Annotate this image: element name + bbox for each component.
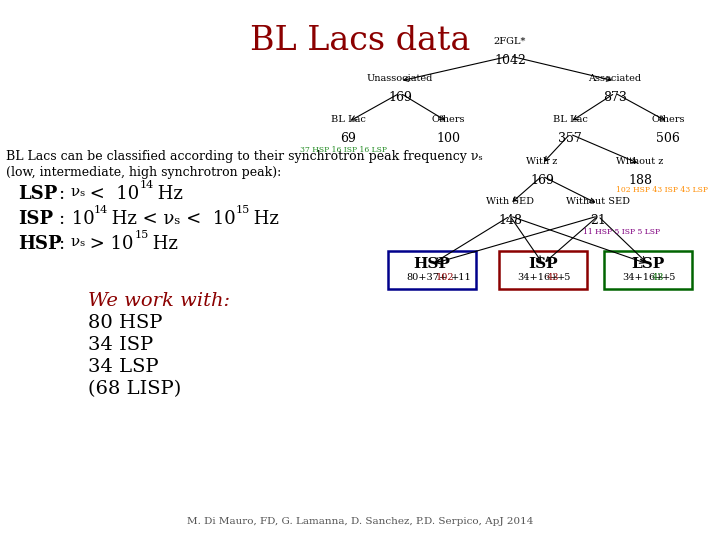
Text: 873: 873 bbox=[603, 91, 627, 104]
Text: (68 LISP): (68 LISP) bbox=[88, 380, 181, 398]
Text: HSP: HSP bbox=[18, 235, 62, 253]
Text: 102 HSP 43 ISP 43 LSP: 102 HSP 43 ISP 43 LSP bbox=[616, 186, 708, 194]
Text: <  10: < 10 bbox=[84, 185, 139, 203]
Text: (low, intermediate, high synchrotron peak):: (low, intermediate, high synchrotron pea… bbox=[6, 166, 282, 179]
Text: 11 HSP 5 ISP 5 LSP: 11 HSP 5 ISP 5 LSP bbox=[583, 228, 660, 236]
Text: :: : bbox=[58, 235, 64, 253]
Text: 10: 10 bbox=[66, 210, 95, 228]
Text: Hz: Hz bbox=[152, 185, 183, 203]
Text: 34 ISP: 34 ISP bbox=[88, 336, 153, 354]
Text: With SED: With SED bbox=[486, 197, 534, 206]
Text: 14: 14 bbox=[94, 205, 108, 215]
Text: Unassociated: Unassociated bbox=[366, 74, 433, 83]
Text: LSP: LSP bbox=[631, 257, 665, 271]
FancyBboxPatch shape bbox=[604, 251, 692, 289]
Text: BL Lacs data: BL Lacs data bbox=[250, 25, 470, 57]
Text: 148: 148 bbox=[498, 214, 522, 227]
Text: 1042: 1042 bbox=[494, 54, 526, 67]
Text: > 10: > 10 bbox=[84, 235, 133, 253]
Text: 43: 43 bbox=[652, 273, 665, 282]
Text: 34 LSP: 34 LSP bbox=[88, 358, 158, 376]
Text: M. Di Mauro, FD, G. Lamanna, D. Sanchez, P.D. Serpico, ApJ 2014: M. Di Mauro, FD, G. Lamanna, D. Sanchez,… bbox=[186, 517, 534, 526]
Text: 80 HSP: 80 HSP bbox=[88, 314, 163, 332]
Text: 34+16+: 34+16+ bbox=[517, 273, 559, 282]
Text: 2FGL*: 2FGL* bbox=[494, 37, 526, 46]
Text: Associated: Associated bbox=[588, 74, 642, 83]
Text: 80+37+: 80+37+ bbox=[406, 273, 447, 282]
Text: ISP: ISP bbox=[528, 257, 558, 271]
Text: 169: 169 bbox=[388, 91, 412, 104]
Text: BL Lac: BL Lac bbox=[552, 115, 588, 124]
Text: 188: 188 bbox=[628, 174, 652, 187]
Text: :: : bbox=[58, 185, 64, 203]
Text: With z: With z bbox=[526, 157, 558, 166]
Text: LSP: LSP bbox=[18, 185, 58, 203]
Text: 43: 43 bbox=[547, 273, 559, 282]
FancyBboxPatch shape bbox=[388, 251, 476, 289]
FancyBboxPatch shape bbox=[499, 251, 587, 289]
Text: BL Lacs can be classified according to their synchrotron peak frequency νₛ: BL Lacs can be classified according to t… bbox=[6, 150, 482, 163]
Text: Others: Others bbox=[431, 115, 464, 124]
Text: We work with:: We work with: bbox=[88, 292, 230, 310]
Text: νₛ: νₛ bbox=[66, 235, 86, 249]
Text: 506: 506 bbox=[656, 132, 680, 145]
Text: Without SED: Without SED bbox=[566, 197, 630, 206]
Text: Hz < νₛ <  10: Hz < νₛ < 10 bbox=[106, 210, 235, 228]
Text: 37 HSP 16 ISP 16 LSP: 37 HSP 16 ISP 16 LSP bbox=[300, 146, 387, 154]
Text: 15: 15 bbox=[135, 230, 149, 240]
Text: 14: 14 bbox=[140, 180, 154, 190]
Text: Others: Others bbox=[652, 115, 685, 124]
Text: 169: 169 bbox=[530, 174, 554, 187]
Text: Hz: Hz bbox=[248, 210, 279, 228]
Text: Hz: Hz bbox=[147, 235, 178, 253]
Text: :: : bbox=[58, 210, 64, 228]
Text: 102: 102 bbox=[436, 273, 454, 282]
Text: ISP: ISP bbox=[18, 210, 53, 228]
Text: +5: +5 bbox=[557, 273, 572, 282]
Text: +11: +11 bbox=[451, 273, 472, 282]
Text: BL Lac: BL Lac bbox=[330, 115, 366, 124]
Text: 69: 69 bbox=[340, 132, 356, 145]
Text: 100: 100 bbox=[436, 132, 460, 145]
Text: 34+16+: 34+16+ bbox=[622, 273, 663, 282]
Text: 21: 21 bbox=[590, 214, 606, 227]
Text: νₛ: νₛ bbox=[66, 185, 86, 199]
Text: HSP: HSP bbox=[413, 257, 451, 271]
Text: Without z: Without z bbox=[616, 157, 664, 166]
Text: 357: 357 bbox=[558, 132, 582, 145]
Text: +5: +5 bbox=[662, 273, 676, 282]
Text: 15: 15 bbox=[236, 205, 251, 215]
